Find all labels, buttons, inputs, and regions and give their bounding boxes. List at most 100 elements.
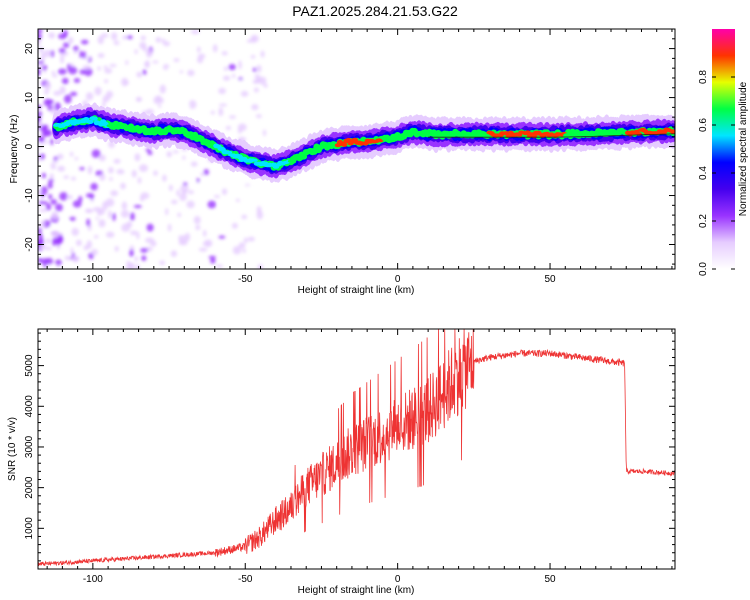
spectrogram-noise-blob — [38, 68, 41, 76]
snr-panel: -100 -50 0 50 1000 2000 3000 4000 5000 Height of… — [7, 328, 676, 596]
spectrogram-noise-blob — [242, 249, 247, 253]
figure-title: PAZ1.2025.284.21.53.G22 — [292, 3, 458, 19]
spectrogram-noise-blob — [146, 223, 154, 232]
spectrogram-noise-blob — [86, 218, 91, 227]
x-tick-label: 0 — [395, 574, 401, 585]
spectrogram-noise-blob — [218, 103, 228, 107]
spectrogram-noise-blob — [106, 231, 115, 238]
spectrogram-noise-blob — [212, 44, 218, 53]
snr-frame — [37, 328, 676, 570]
spectrogram-noise-blob — [73, 45, 79, 52]
spectrogram-noise-blob — [238, 242, 246, 249]
spectrogram-noise-blob — [210, 258, 216, 264]
spectrogram-noise-blob — [243, 237, 248, 244]
spectrogram-noise-blob — [44, 81, 51, 91]
spectrogram-noise-blob — [50, 138, 54, 146]
spectrogram-noise-blob — [100, 33, 109, 38]
spectrogram-noise-blob — [238, 32, 245, 38]
spectrogram-noise-blob — [38, 227, 42, 233]
spectrogram-noise-blob — [172, 234, 177, 239]
snr-series-line — [38, 329, 675, 567]
spectrogram-noise-blob — [217, 187, 221, 196]
spectrogram-noise-blob — [108, 167, 114, 174]
spectrogram-noise-blob — [97, 66, 101, 71]
spectrogram-noise-blob — [153, 170, 158, 176]
spectrogram-noise-blob — [38, 146, 43, 150]
spectrogram-noise-blob — [68, 37, 74, 44]
spectrogram-noise-blob — [235, 185, 244, 193]
spectrogram-noise-blob — [140, 35, 146, 41]
spectrogram-noise-blob — [141, 255, 147, 261]
spectrogram-noise-blob — [43, 89, 50, 95]
spectrogram-noise-blob — [102, 201, 109, 211]
spectrogram-noise-blob — [108, 262, 114, 269]
spectrogram-noise-blob — [109, 177, 113, 181]
spectrogram-noise-blob — [98, 154, 106, 162]
spectrogram-noise-blob — [196, 178, 200, 183]
spectrogram-ridge-blob — [341, 142, 348, 147]
spectrogram-noise-blob — [235, 198, 240, 202]
spectrogram-noise-blob — [67, 63, 71, 71]
spectrogram-frame — [37, 28, 676, 270]
spectrogram-noise-blob — [120, 210, 130, 218]
spectrogram-noise-blob — [229, 115, 236, 119]
spectrogram-noise-blob — [116, 169, 125, 175]
spectrogram-noise-blob — [202, 229, 207, 237]
spectrogram-noise-blob — [159, 84, 166, 94]
spectrogram-noise-blob — [41, 201, 49, 205]
x-tick-label: 0 — [395, 274, 401, 285]
colorbar-tick-label: 0.8 — [698, 70, 709, 84]
spectrogram-noise-blob — [153, 186, 161, 194]
spectrogram-noise-blob — [49, 173, 54, 180]
spectrogram-noise-blob — [253, 87, 259, 93]
spectrogram-noise-blob — [178, 240, 188, 246]
spectrogram-noise-blob — [98, 97, 102, 105]
spectrogram-noise-blob — [138, 105, 147, 111]
spectrogram-noise-blob — [126, 262, 135, 269]
spectrogram-noise-blob — [124, 80, 129, 85]
spectrogram-noise-blob — [114, 246, 119, 252]
spectrogram-noise-blob — [45, 238, 51, 244]
spectrogram-noise-blob — [82, 51, 87, 60]
spectrogram-noise-blob — [231, 222, 238, 229]
spectrogram-noise-blob — [125, 60, 129, 65]
spectrogram-noise-blob — [45, 203, 52, 211]
spectrogram-noise-blob — [61, 77, 69, 85]
spectrogram-noise-blob — [255, 114, 262, 119]
spectrogram-noise-blob — [38, 190, 43, 195]
spectrogram-noise-blob — [38, 142, 41, 146]
spectrogram-noise-blob — [51, 231, 60, 239]
spectrogram-noise-blob — [38, 33, 43, 39]
spectrogram-noise-blob — [110, 190, 119, 197]
spectrogram-noise-blob — [80, 39, 89, 45]
spectrogram-noise-blob — [82, 65, 91, 70]
spectrogram-noise-blob — [263, 83, 268, 88]
spectrogram-noise-blob — [55, 238, 61, 246]
spectrogram-noise-blob — [178, 235, 182, 242]
spectrogram-noise-blob — [173, 58, 180, 62]
spectrogram-noise-blob — [39, 208, 48, 213]
colorbar-tick-label: 0.2 — [698, 214, 709, 228]
spectrogram-ridge-blob — [226, 150, 233, 154]
spectrogram-noise-blob — [72, 255, 80, 263]
spectrogram-noise-blob — [219, 183, 226, 189]
spectrogram-noise-blob — [225, 126, 232, 130]
spectrogram-noise-blob — [43, 49, 52, 58]
spectrogram-noise-blob — [59, 192, 68, 201]
spectrogram-noise-blob — [59, 86, 66, 95]
spectrogram-noise-blob — [64, 255, 72, 261]
spectrogram-noise-blob — [69, 216, 76, 221]
x-tick-label: -100 — [83, 574, 103, 585]
spectrogram-noise-blob — [190, 219, 195, 228]
spectrogram-noise-blob — [38, 48, 42, 58]
spectrogram-ridge-blob — [669, 129, 675, 134]
spectrogram-noise-blob — [165, 182, 168, 191]
spectrogram-noise-blob — [144, 61, 150, 68]
spectrogram-ridge-line — [428, 133, 675, 138]
spectrogram-noise-blob — [200, 172, 205, 176]
spectrogram-noise-blob — [237, 79, 245, 84]
spectrogram-noise-blob — [98, 219, 106, 228]
spectrogram-noise-blob — [176, 189, 180, 197]
spectrogram-noise-blob — [190, 161, 198, 167]
spectrogram-noise-blob — [43, 98, 52, 107]
